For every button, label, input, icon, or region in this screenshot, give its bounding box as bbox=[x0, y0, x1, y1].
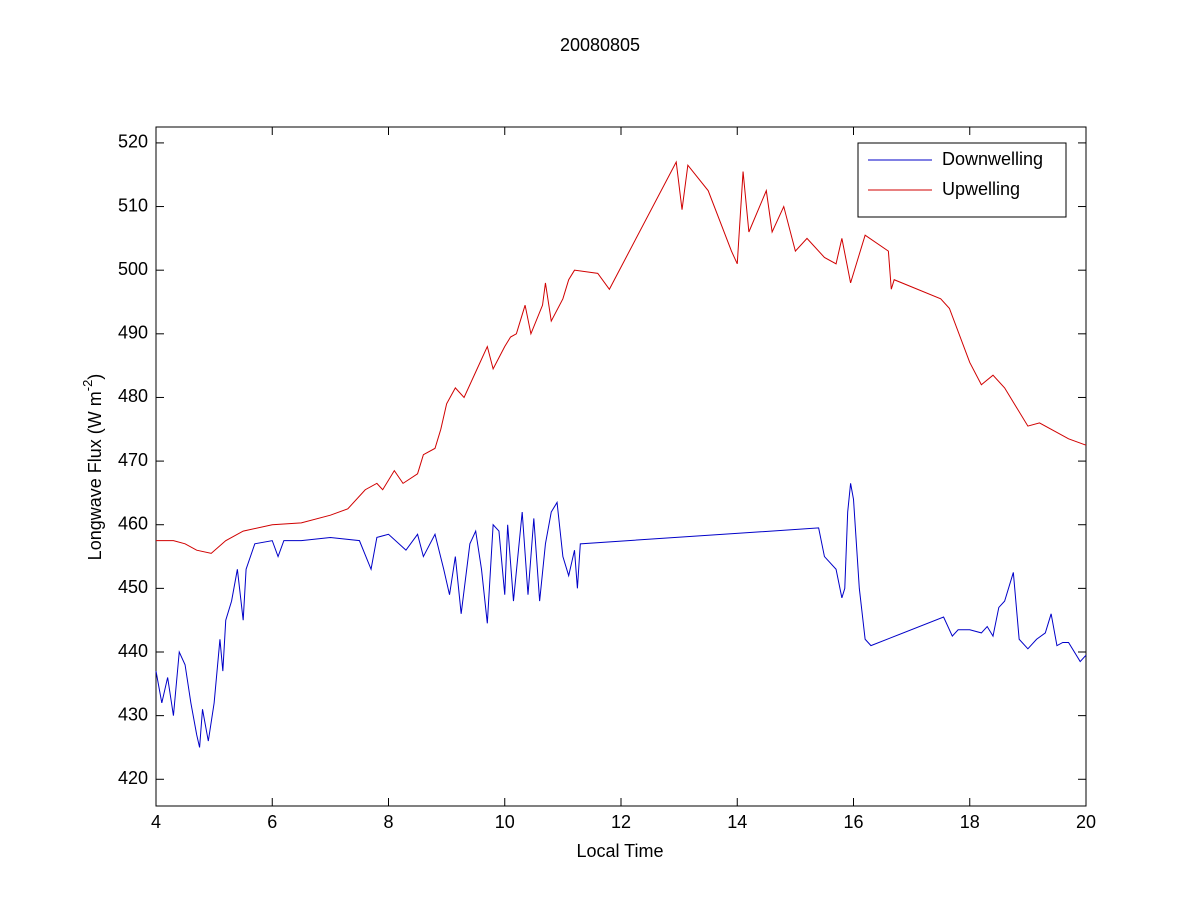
x-tick-label: 12 bbox=[611, 812, 631, 832]
data-line bbox=[156, 160, 1087, 554]
y-tick-label: 440 bbox=[118, 641, 148, 661]
x-tick-label: 20 bbox=[1076, 812, 1096, 832]
x-tick-label: 6 bbox=[267, 812, 277, 832]
y-tick-label: 490 bbox=[118, 323, 148, 343]
chart-title: 20080805 bbox=[560, 35, 640, 55]
x-tick-label: 16 bbox=[843, 812, 863, 832]
y-tick-label: 470 bbox=[118, 450, 148, 470]
y-tick-label: 430 bbox=[118, 704, 148, 724]
y-axis-label: Longwave Flux (W m-2) bbox=[80, 374, 104, 561]
y-tick-label: 500 bbox=[118, 259, 148, 279]
x-axis-label: Local Time bbox=[576, 841, 663, 861]
legend-box bbox=[857, 142, 1067, 218]
y-tick-label: 450 bbox=[118, 577, 148, 597]
y-tick-label: 520 bbox=[118, 132, 148, 152]
y-tick-label: 480 bbox=[118, 386, 148, 406]
x-tick-label: 18 bbox=[960, 812, 980, 832]
x-tick-label: 10 bbox=[495, 812, 515, 832]
legend-label: Downwelling bbox=[942, 149, 1043, 169]
x-tick-label: 14 bbox=[727, 812, 747, 832]
y-tick-label: 460 bbox=[118, 513, 148, 533]
x-tick-label: 4 bbox=[151, 812, 161, 832]
legend-label: Upwelling bbox=[942, 179, 1020, 199]
data-line bbox=[155, 483, 1087, 748]
y-tick-label: 510 bbox=[118, 195, 148, 215]
x-tick-label: 8 bbox=[383, 812, 393, 832]
y-label-text: Longwave Flux (W m bbox=[85, 391, 105, 560]
y-tick-label: 420 bbox=[118, 768, 148, 788]
y-label-suffix: ) bbox=[85, 374, 105, 380]
y-label-sup: -2 bbox=[80, 380, 95, 392]
